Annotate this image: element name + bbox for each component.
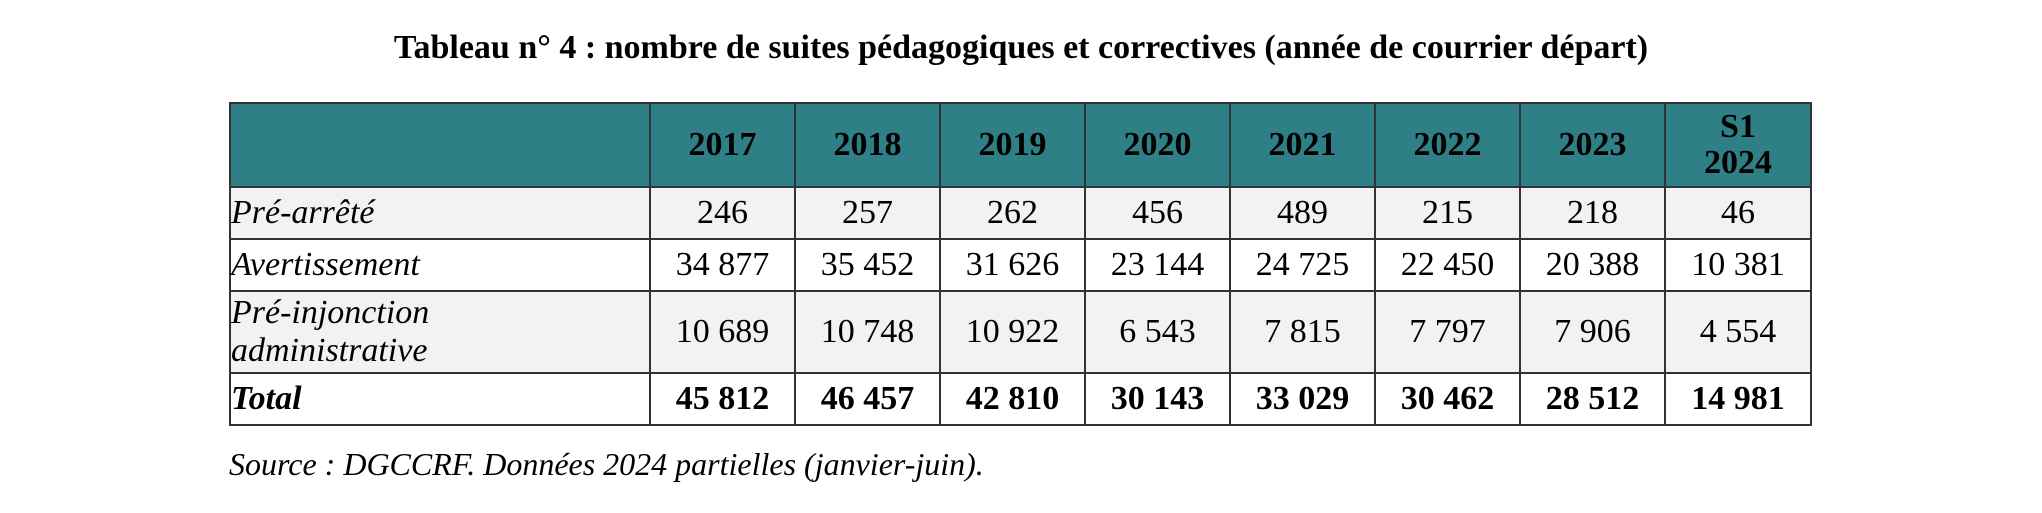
table-cell: 22 450 (1374, 238, 1521, 292)
column-header: 2021 (1229, 102, 1376, 188)
table-cell: 46 (1664, 186, 1812, 240)
table-cell: 31 626 (939, 238, 1086, 292)
column-header: 2020 (1084, 102, 1231, 188)
column-header: 2022 (1374, 102, 1521, 188)
table-row: Pré-injonction administrative 10 689 10 … (229, 290, 1812, 374)
table-cell: 24 725 (1229, 238, 1376, 292)
table-cell: 35 452 (794, 238, 941, 292)
table-cell: 7 797 (1374, 290, 1521, 374)
column-header: 2018 (794, 102, 941, 188)
table-cell: 215 (1374, 186, 1521, 240)
row-label: Avertissement (229, 238, 651, 292)
total-cell: 33 029 (1229, 372, 1376, 426)
table-cell: 456 (1084, 186, 1231, 240)
table-cell: 4 554 (1664, 290, 1812, 374)
table-header-row: 2017 2018 2019 2020 2021 2022 2023 S1 20… (229, 102, 1812, 188)
table-cell: 257 (794, 186, 941, 240)
row-label-total: Total (229, 372, 651, 426)
table-row: Pré-arrêté 246 257 262 456 489 215 218 4… (229, 186, 1812, 240)
table-total-row: Total 45 812 46 457 42 810 30 143 33 029… (229, 372, 1812, 426)
total-cell: 46 457 (794, 372, 941, 426)
header-corner-cell (229, 102, 651, 188)
table-cell: 34 877 (649, 238, 796, 292)
table-cell: 246 (649, 186, 796, 240)
table-cell: 23 144 (1084, 238, 1231, 292)
row-label: Pré-injonction administrative (229, 290, 651, 374)
table-cell: 262 (939, 186, 1086, 240)
table-cell: 6 543 (1084, 290, 1231, 374)
table-cell: 7 815 (1229, 290, 1376, 374)
row-label: Pré-arrêté (229, 186, 651, 240)
column-header: 2017 (649, 102, 796, 188)
table-cell: 20 388 (1519, 238, 1666, 292)
total-cell: 30 462 (1374, 372, 1521, 426)
total-cell: 42 810 (939, 372, 1086, 426)
table-cell: 218 (1519, 186, 1666, 240)
total-cell: 45 812 (649, 372, 796, 426)
table-cell: 10 689 (649, 290, 796, 374)
source-note: Source : DGCCRF. Données 2024 partielles… (229, 446, 984, 482)
table-row: Avertissement 34 877 35 452 31 626 23 14… (229, 238, 1812, 292)
table-cell: 10 381 (1664, 238, 1812, 292)
table-cell: 489 (1229, 186, 1376, 240)
table-title: Tableau n° 4 : nombre de suites pédagogi… (393, 29, 1649, 66)
total-cell: 28 512 (1519, 372, 1666, 426)
table-cell: 10 748 (794, 290, 941, 374)
column-header: 2019 (939, 102, 1086, 188)
total-cell: 14 981 (1664, 372, 1812, 426)
table-cell: 10 922 (939, 290, 1086, 374)
total-cell: 30 143 (1084, 372, 1231, 426)
data-table: 2017 2018 2019 2020 2021 2022 2023 S1 20… (229, 102, 1812, 426)
column-header: 2023 (1519, 102, 1666, 188)
table-cell: 7 906 (1519, 290, 1666, 374)
column-header: S1 2024 (1664, 102, 1812, 188)
